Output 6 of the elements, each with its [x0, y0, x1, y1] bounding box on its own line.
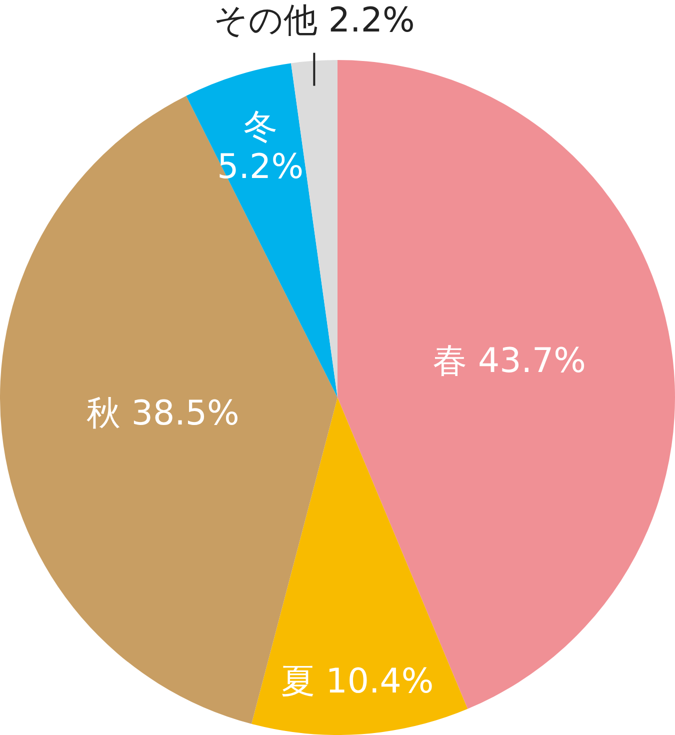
slice-label: 秋 38.5% — [86, 393, 240, 434]
slice-label: 冬 — [243, 107, 278, 148]
slice-label: 夏 10.4% — [280, 662, 434, 702]
data-label: 5.2% — [217, 147, 304, 188]
slice-label: 春 43.7% — [433, 340, 586, 381]
slice-label: その他 2.2% — [214, 0, 415, 41]
